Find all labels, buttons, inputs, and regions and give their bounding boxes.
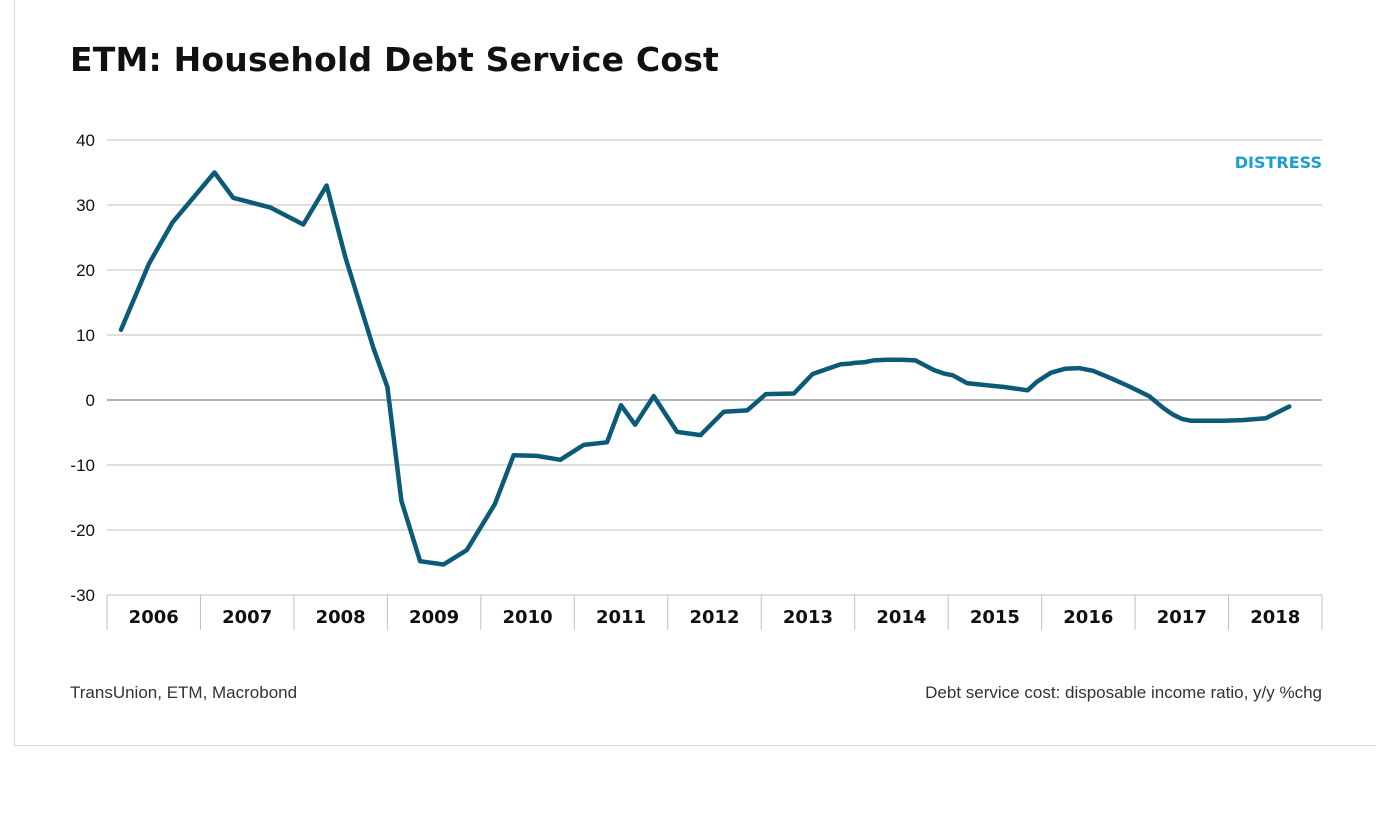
source-note: TransUnion, ETM, Macrobond — [70, 683, 298, 702]
y-tick-label: 20 — [76, 261, 95, 280]
y-tick-label: 30 — [76, 196, 95, 215]
y-axis-tick-labels: 40 30 20 10 0 -10 -20 -30 — [70, 131, 95, 605]
x-tick-label-2017: 2017 — [1157, 607, 1207, 628]
chart-card — [14, 0, 1376, 746]
x-tick-label-2016: 2016 — [1063, 607, 1113, 628]
series-line-0 — [118, 170, 1292, 567]
x-tick-label-2006: 2006 — [129, 607, 179, 628]
x-tick-label-2010: 2010 — [503, 607, 553, 628]
gridlines — [107, 139, 1322, 596]
y-tick-label: 0 — [86, 391, 95, 410]
chart-title: ETM: Household Debt Service Cost — [70, 40, 720, 79]
x-tick-label-2011: 2011 — [596, 607, 646, 628]
series-description: Debt service cost: disposable income rat… — [925, 683, 1322, 702]
y-tick-label: 10 — [76, 326, 95, 345]
x-tick-label-2008: 2008 — [316, 607, 366, 628]
y-tick-label: -10 — [70, 456, 95, 475]
x-tick-label-2007: 2007 — [222, 607, 272, 628]
x-tick-label-2015: 2015 — [970, 607, 1020, 628]
series-layer — [118, 170, 1292, 567]
x-tick-label-2018: 2018 — [1250, 607, 1300, 628]
x-tick-label-2009: 2009 — [409, 607, 459, 628]
y-tick-label: -30 — [70, 586, 95, 605]
y-tick-label: 40 — [76, 131, 95, 150]
distress-annotation: DISTRESS — [1235, 153, 1322, 172]
x-axis: 2006 2007 2008 2009 2010 2011 2012 2013 2014 2015… — [106, 595, 1323, 630]
x-tick-label-2012: 2012 — [689, 607, 739, 628]
x-tick-label-2013: 2013 — [783, 607, 833, 628]
y-tick-label: -20 — [70, 521, 95, 540]
x-tick-label-2014: 2014 — [876, 607, 926, 628]
